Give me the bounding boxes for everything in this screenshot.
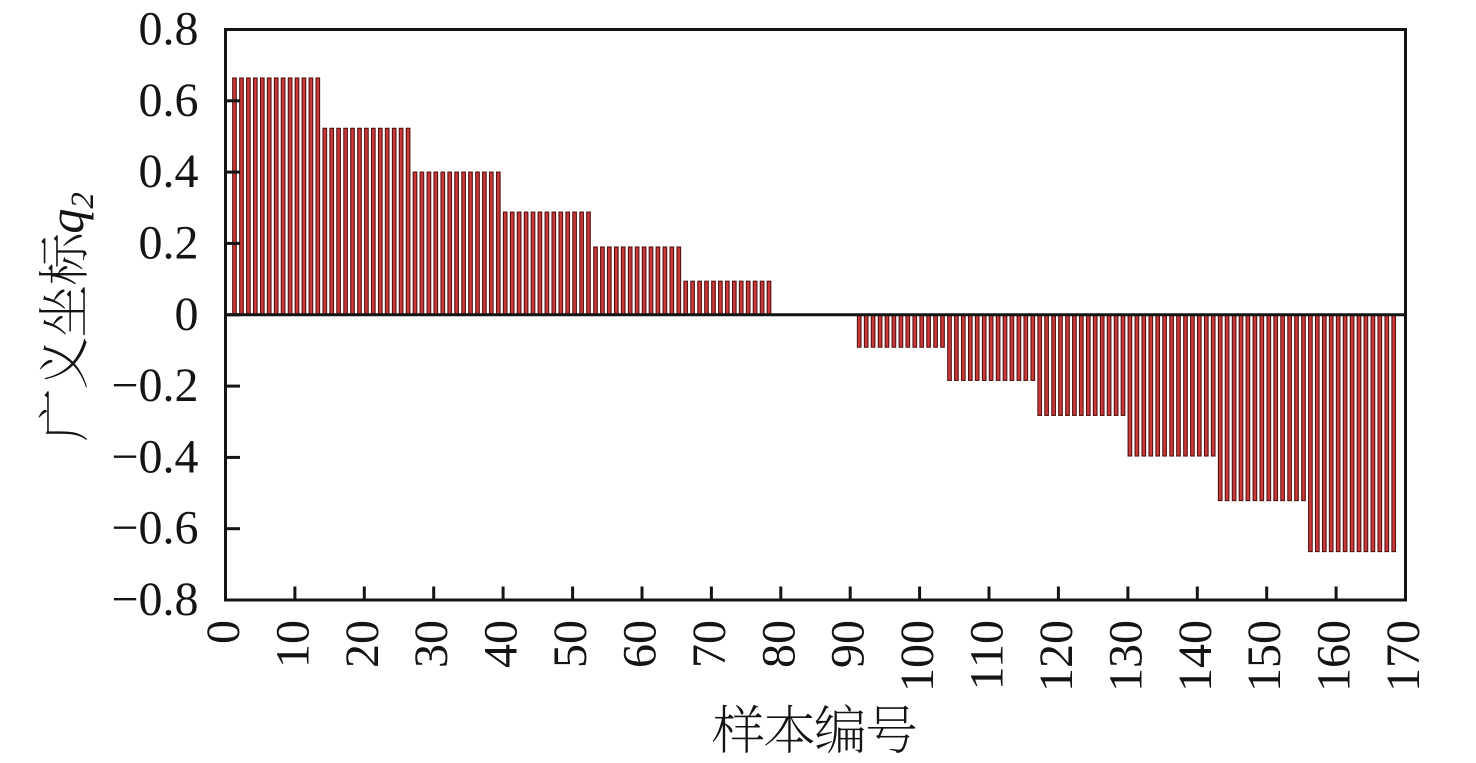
svg-text:−0.8: −0.8 (111, 573, 198, 626)
svg-text:0.6: 0.6 (139, 74, 199, 127)
svg-text:−0.6: −0.6 (111, 502, 198, 555)
svg-text:90: 90 (822, 620, 875, 668)
svg-text:150: 150 (1238, 620, 1291, 692)
svg-text:160: 160 (1308, 620, 1361, 692)
svg-text:0: 0 (197, 620, 250, 644)
svg-text:−0.4: −0.4 (111, 430, 198, 483)
svg-text:0.4: 0.4 (139, 145, 199, 198)
svg-text:170: 170 (1377, 620, 1430, 692)
svg-text:0: 0 (175, 288, 199, 341)
svg-text:60: 60 (614, 620, 667, 668)
svg-text:100: 100 (891, 620, 944, 692)
svg-text:50: 50 (544, 620, 597, 668)
svg-text:110: 110 (961, 620, 1014, 690)
svg-text:140: 140 (1169, 620, 1222, 692)
svg-text:20: 20 (336, 620, 389, 668)
svg-text:70: 70 (683, 620, 736, 668)
svg-text:0.8: 0.8 (139, 3, 199, 56)
svg-text:80: 80 (752, 620, 805, 668)
svg-text:30: 30 (405, 620, 458, 668)
svg-text:0.2: 0.2 (139, 216, 199, 269)
svg-text:40: 40 (475, 620, 528, 668)
svg-text:−0.2: −0.2 (111, 359, 198, 412)
svg-text:120: 120 (1030, 620, 1083, 692)
svg-text:10: 10 (266, 620, 319, 668)
svg-text:130: 130 (1099, 620, 1152, 692)
